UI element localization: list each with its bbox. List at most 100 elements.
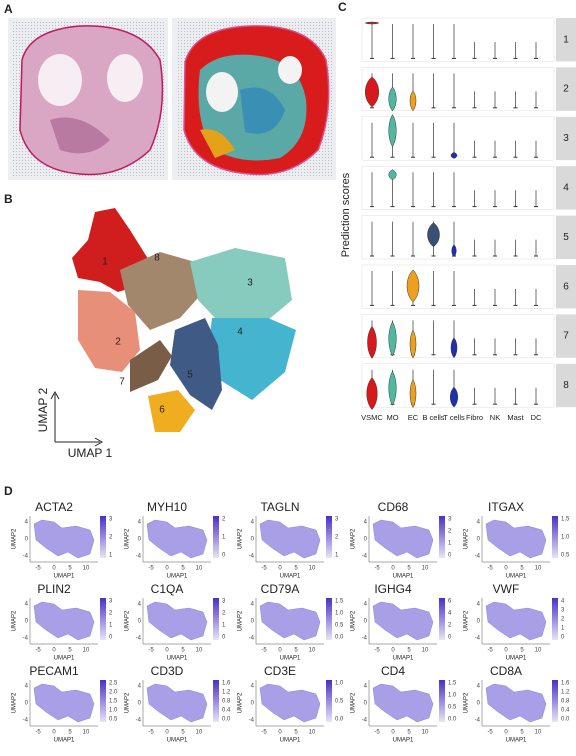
- y-tick-label: 4: [25, 520, 29, 526]
- facet-label: 1: [563, 34, 569, 45]
- x-tick-label: 5: [520, 648, 524, 654]
- axis-label: UMAP1: [506, 656, 527, 662]
- x-tick-label: -5: [35, 648, 41, 654]
- colorbar-tick-label: 1.0: [448, 693, 457, 699]
- facet-label: 3: [563, 133, 569, 144]
- feature-plot: TAGLN UMAP2 4 0 -4 -5 0 5 10 UMAP1 3 2 1: [238, 500, 339, 579]
- cluster-label: 5: [187, 370, 193, 381]
- colorbar: [326, 680, 332, 722]
- x-tick-label: 10: [422, 566, 429, 572]
- x-tick-label: EC: [408, 413, 419, 422]
- colorbar-tick-label: 0.5: [335, 699, 344, 705]
- axis-label: Prediction scores: [340, 172, 352, 257]
- colorbar-tick-label: 2.0: [109, 690, 118, 696]
- x-tick-label: 10: [83, 730, 90, 736]
- colorbar-tick-label: 2.5: [109, 681, 118, 687]
- colorbar-tick-label: 6: [448, 599, 452, 605]
- cluster-region: [190, 248, 292, 320]
- feature-plot: ACTA2 UMAP2 4 0 -4 -5 0 5 10 UMAP1 3 2 1: [12, 500, 113, 579]
- colorbar-tick-label: 0: [448, 635, 452, 641]
- cluster-label: 1: [102, 257, 108, 268]
- facet-panel: [361, 264, 555, 309]
- y-tick-label: -4: [475, 636, 481, 642]
- colorbar-tick-label: 3: [222, 599, 226, 605]
- cluster-region: [120, 252, 205, 330]
- colorbar-tick-label: 3: [448, 517, 452, 523]
- axis-label: UMAP2: [351, 610, 357, 631]
- tissue-spots-ec: [200, 129, 235, 158]
- x-tick-label: -5: [261, 566, 267, 572]
- colorbar-tick-label: 1.2: [561, 690, 570, 696]
- colorbar-tick-label: 1.2: [222, 690, 231, 696]
- feature-title: ITGAX: [488, 500, 524, 514]
- facet-strip: [556, 363, 576, 408]
- x-tick-label: -5: [487, 648, 493, 654]
- axis-label: UMAP1: [280, 656, 301, 662]
- y-tick-label: 0: [25, 619, 29, 625]
- axis-label: UMAP1: [167, 738, 188, 744]
- violin: [451, 244, 457, 258]
- colorbar-tick-label: 2: [109, 611, 113, 617]
- axis-label: UMAP2: [464, 692, 470, 713]
- x-tick-label: 0: [391, 566, 395, 572]
- y-tick-label: 4: [138, 602, 142, 608]
- x-tick-label: 5: [407, 730, 411, 736]
- x-tick-label: 10: [422, 730, 429, 736]
- y-tick-label: 0: [138, 537, 142, 543]
- y-tick-label: 0: [138, 619, 142, 625]
- colorbar-tick-label: 0.0: [335, 635, 344, 641]
- colorbar-tick-label: 2: [448, 623, 452, 629]
- y-tick-label: 4: [25, 602, 29, 608]
- colorbar-tick-label: 1.5: [335, 599, 344, 605]
- x-tick-label: 0: [165, 730, 169, 736]
- x-tick-label: 0: [278, 566, 282, 572]
- axis-label: UMAP 1: [68, 446, 113, 460]
- violin: [409, 329, 417, 359]
- colorbar: [326, 598, 332, 640]
- x-tick-label: 10: [309, 566, 316, 572]
- x-tick-label: 5: [407, 566, 411, 572]
- cluster-label: 3: [247, 278, 253, 289]
- violin: [450, 386, 458, 408]
- colorbar: [552, 598, 558, 640]
- x-tick-label: 0: [391, 730, 395, 736]
- feature-title: MYH10: [147, 500, 187, 514]
- colorbar-tick-label: 4: [561, 599, 565, 605]
- y-tick-label: 4: [477, 520, 481, 526]
- feature-umap: [485, 683, 547, 723]
- violin: [366, 377, 378, 410]
- violin: [409, 90, 417, 112]
- feature-umap: [259, 519, 321, 559]
- x-tick-label: -5: [35, 730, 41, 736]
- feature-title: PLIN2: [37, 582, 71, 596]
- feature-plot: IGHG4 UMAP2 4 0 -4 -5 0 5 10 UMAP1 6 4 2 0: [351, 582, 452, 661]
- colorbar-tick-label: 0: [222, 635, 226, 641]
- x-tick-label: 0: [504, 648, 508, 654]
- feature-title: C1QA: [151, 582, 184, 596]
- feature-title: CD3E: [264, 664, 296, 678]
- x-tick-label: 10: [309, 730, 316, 736]
- colorbar-tick-label: 1.5: [109, 699, 118, 705]
- colorbar-tick-label: 0.8: [222, 699, 231, 705]
- x-tick-label: 5: [294, 648, 298, 654]
- x-tick-label: -5: [261, 730, 267, 736]
- axis-label: UMAP2: [351, 528, 357, 549]
- x-tick-label: MO: [386, 413, 398, 422]
- y-tick-label: -4: [475, 554, 481, 560]
- y-tick-label: -4: [136, 554, 142, 560]
- feature-title: VWF: [493, 582, 520, 596]
- facet-label: 7: [563, 331, 569, 342]
- colorbar-tick-label: 1.0: [335, 681, 344, 687]
- axis-label: UMAP1: [393, 574, 414, 580]
- x-tick-label: 0: [504, 730, 508, 736]
- feature-umap: [485, 601, 547, 641]
- feature-umap: [146, 683, 208, 723]
- lumen: [206, 72, 238, 112]
- x-tick-label: 10: [83, 648, 90, 654]
- colorbar-tick-label: 0: [448, 553, 452, 559]
- y-tick-label: -4: [136, 636, 142, 642]
- facet-label: 8: [563, 380, 569, 391]
